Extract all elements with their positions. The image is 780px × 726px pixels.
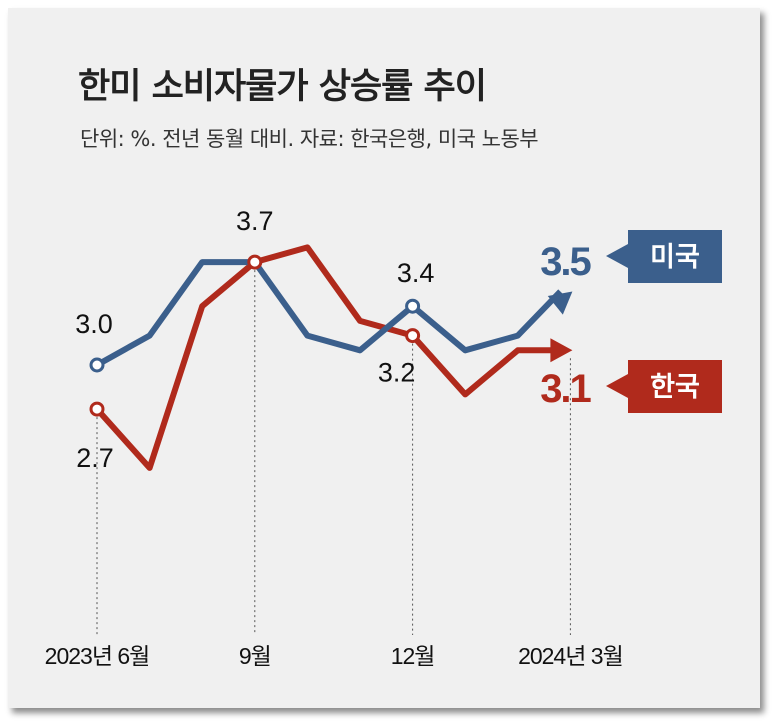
legend-badge-korea xyxy=(628,360,722,413)
data-point-marker xyxy=(89,401,105,417)
badge-pointer xyxy=(606,244,628,268)
data-label: 3.4 xyxy=(397,258,435,288)
end-value-label: 3.5 xyxy=(540,240,591,284)
legend-badge-us xyxy=(628,230,722,283)
series-line-us xyxy=(95,259,563,368)
chart-title: 한미 소비자물가 상승률 추이 xyxy=(78,67,487,107)
data-point-marker xyxy=(405,298,421,314)
legend-label: 미국 xyxy=(650,242,700,273)
arrowhead-korea xyxy=(550,338,573,363)
badge-pointer xyxy=(606,374,628,398)
legend-label: 한국 xyxy=(650,372,700,403)
data-label: 3.7 xyxy=(236,206,274,236)
data-label: 2.7 xyxy=(76,443,114,473)
data-point-marker xyxy=(89,357,105,373)
data-label: 3.0 xyxy=(75,309,113,339)
series-line-korea xyxy=(94,244,561,471)
arrowhead-us xyxy=(547,291,573,315)
x-tick-label: 12월 xyxy=(391,643,435,669)
chart-card: 한미 소비자물가 상승률 추이 단위: %. 전년 동월 대비. 자료: 한국은… xyxy=(8,8,760,708)
chart-subtitle: 단위: %. 전년 동월 대비. 자료: 한국은행, 미국 노동부 xyxy=(80,127,539,151)
end-value-label: 3.1 xyxy=(540,367,591,411)
data-point-marker xyxy=(405,328,421,344)
x-tick-label: 2023년 6월 xyxy=(45,643,150,669)
x-tick-label: 9월 xyxy=(239,643,271,669)
x-tick-label: 2024년 3월 xyxy=(518,643,623,669)
data-label: 3.2 xyxy=(378,358,416,388)
data-point-marker xyxy=(247,254,263,270)
